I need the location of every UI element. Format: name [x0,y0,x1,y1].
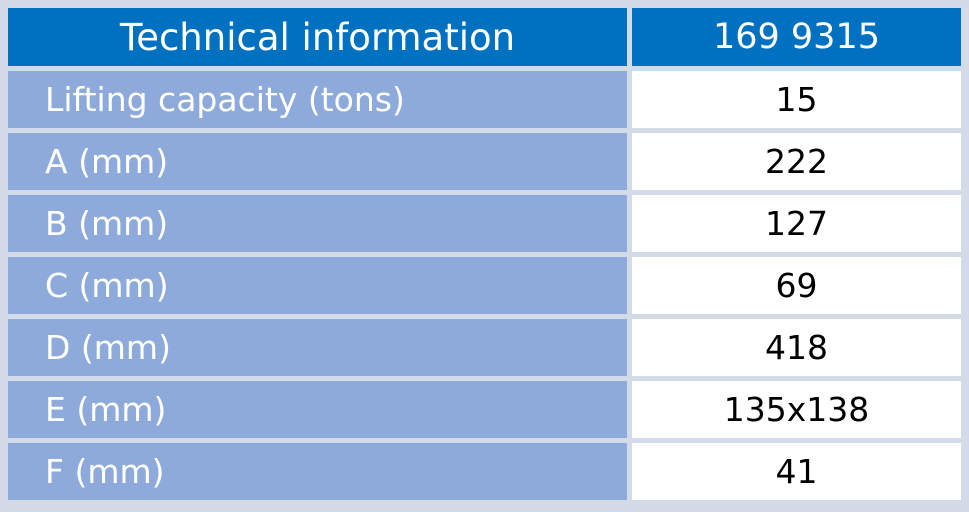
header-cell: 169 9315 [632,8,961,66]
row-value: 127 [632,195,961,252]
row-value: 418 [632,319,961,376]
row-label: B (mm) [8,195,627,252]
row-label: C (mm) [8,257,627,314]
row-value: 41 [632,443,961,500]
row-value: 15 [632,71,961,128]
row-value: 222 [632,133,961,190]
row-value: 69 [632,257,961,314]
header-cell: Technical information [8,8,627,66]
row-label: F (mm) [8,443,627,500]
row-label: E (mm) [8,381,627,438]
row-value: 135x138 [632,381,961,438]
row-label: D (mm) [8,319,627,376]
row-label: Lifting capacity (tons) [8,71,627,128]
row-label: A (mm) [8,133,627,190]
